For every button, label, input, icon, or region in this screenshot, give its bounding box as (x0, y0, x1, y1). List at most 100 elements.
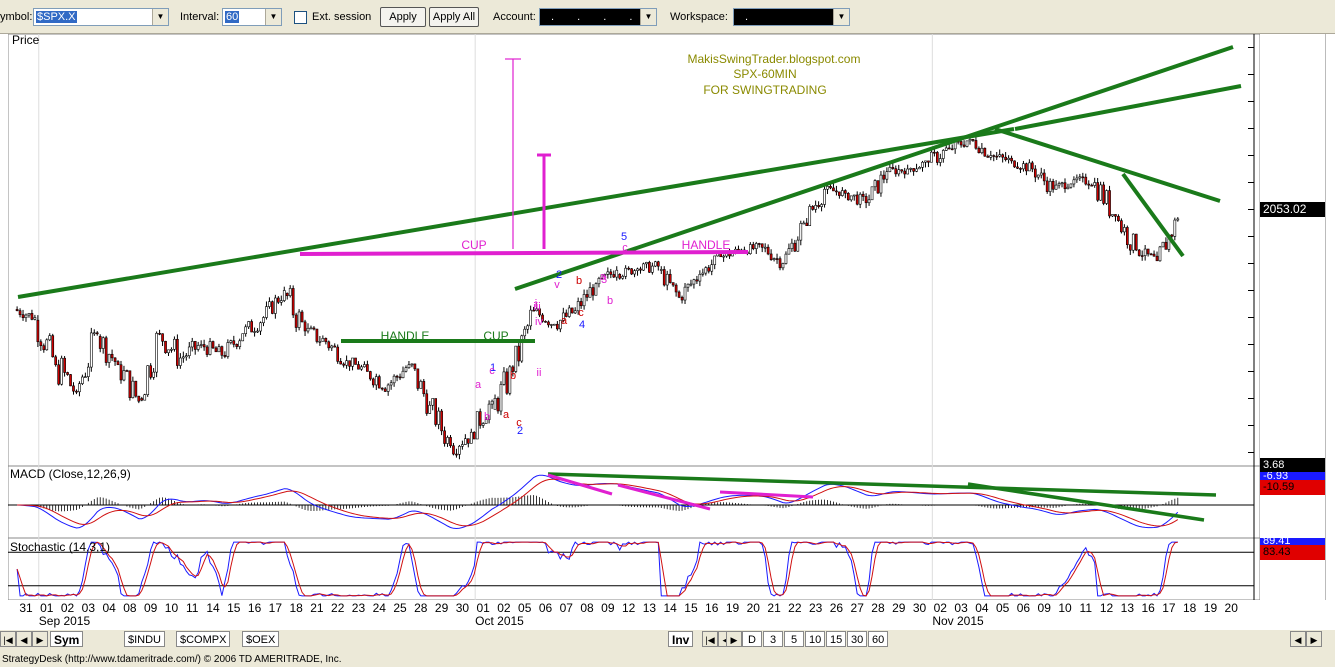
candle-body (588, 287, 592, 298)
cup-label-top: CUP (461, 238, 486, 252)
x-tick-label: 20 (747, 601, 761, 615)
ext-session-checkbox[interactable] (294, 11, 307, 24)
x-tick-label: 30 (913, 601, 927, 615)
candle-body (1004, 156, 1007, 160)
tab-oex[interactable]: $OEX (242, 631, 280, 647)
candle-body (680, 296, 684, 301)
candle-body (1120, 220, 1123, 233)
workspace-value[interactable]: . (745, 11, 749, 23)
x-tick-label: 18 (1183, 601, 1197, 615)
candle-body (876, 180, 880, 194)
candle-body (211, 341, 215, 349)
tab-compx[interactable]: $COMPX (176, 631, 231, 647)
account-value[interactable]: . . . . (551, 11, 643, 23)
candle-body (72, 385, 75, 392)
candle-body (992, 155, 996, 157)
candle-body (701, 272, 705, 275)
annotation-swing: FOR SWINGTRADING (703, 83, 826, 97)
candle-body (360, 366, 363, 370)
candle-body (903, 170, 907, 175)
interval-button-60[interactable]: 60 (868, 631, 888, 647)
handle-label-bottom: HANDLE (381, 329, 430, 343)
x-tick-label: 05 (518, 601, 532, 615)
candle-body (867, 199, 871, 204)
interval-button-5[interactable]: 5 (784, 631, 804, 647)
x-tick-label: 25 (393, 601, 407, 615)
candle-body (639, 268, 642, 271)
interval-button-10[interactable]: 10 (805, 631, 825, 647)
candle-body (769, 253, 773, 260)
candle-body (371, 378, 375, 386)
candle-body (348, 360, 351, 367)
inv-button[interactable]: Inv (668, 631, 694, 647)
candle-body (559, 319, 562, 330)
interval-value[interactable]: 60 (225, 11, 240, 23)
candle-body (861, 193, 865, 197)
candle-body (944, 147, 948, 151)
candle-body (772, 258, 776, 260)
candle-body (553, 323, 556, 326)
x-tick-label: 28 (414, 601, 428, 615)
prev-arrow-icon[interactable]: ◀ (16, 631, 32, 647)
symbol-value[interactable]: $SPX.X (36, 11, 77, 23)
candle-body (274, 297, 277, 314)
scroll-right-icon[interactable]: ▶ (1306, 631, 1322, 647)
candle-body (841, 190, 844, 196)
candle-body (1054, 184, 1058, 190)
candle-body (653, 261, 657, 267)
symbol-combo[interactable]: $SPX.X ▼ (33, 8, 169, 26)
candle-body (930, 151, 933, 163)
interval-button-D[interactable]: D (742, 631, 762, 647)
first-arrow-icon[interactable]: |◀ (0, 631, 16, 647)
chevron-down-icon[interactable]: ▼ (152, 9, 168, 25)
interval-combo[interactable]: 60 ▼ (222, 8, 282, 26)
interval-button-3[interactable]: 3 (763, 631, 783, 647)
candle-body (544, 320, 547, 323)
candle-body (63, 357, 66, 373)
interval-button-15[interactable]: 15 (826, 631, 846, 647)
candle-body (713, 255, 717, 265)
candle-body (591, 287, 595, 296)
scroll-left-icon[interactable]: ◀ (1290, 631, 1306, 647)
signal-line (17, 478, 1179, 527)
apply-button[interactable]: Apply (380, 7, 426, 27)
chevron-down-icon[interactable]: ▼ (265, 9, 281, 25)
prev-interval-icon[interactable]: |◀ (702, 631, 718, 647)
candle-body (170, 349, 173, 351)
chevron-down-icon[interactable]: ▼ (833, 9, 849, 25)
account-combo[interactable]: . . . . ▼ (539, 8, 657, 26)
candle-body (196, 345, 200, 350)
candle-body (1105, 190, 1108, 204)
chevron-down-icon[interactable]: ▼ (640, 9, 656, 25)
candle-body (547, 321, 550, 326)
date-axis: 31 01 02 03 04 08 09 10 11 14 15 16 17 18 21 22 23 24 25 28… (19, 601, 1238, 628)
forward-icon[interactable]: ▶ (726, 631, 742, 647)
interval-button-30[interactable]: 30 (847, 631, 867, 647)
candle-body (532, 309, 535, 312)
right-scroll-edge[interactable] (1325, 34, 1335, 600)
workspace-combo[interactable]: . ▼ (733, 8, 850, 26)
tab-indu[interactable]: $INDU (124, 631, 166, 647)
next-arrow-icon[interactable]: ▶ (32, 631, 48, 647)
candle-body (291, 288, 295, 316)
candle-body (395, 375, 399, 378)
candle-body (790, 242, 794, 249)
candle-body (541, 314, 544, 322)
candle-body (535, 308, 538, 312)
candle-body (980, 147, 984, 154)
candle-body (1019, 168, 1022, 170)
toolbar: ymbol: $SPX.X ▼ Interval: 60 ▼ Ext. sess… (0, 0, 1335, 34)
candle-body (410, 363, 414, 366)
candle-body (1013, 160, 1016, 168)
candle-body (276, 297, 280, 303)
candle-body (1084, 176, 1088, 185)
x-tick-label: 19 (1204, 601, 1218, 615)
x-tick-label: 21 (310, 601, 324, 615)
tab-sym[interactable]: Sym (50, 631, 84, 647)
candle-body (89, 332, 93, 368)
apply-all-button[interactable]: Apply All (429, 7, 479, 27)
candle-body (226, 342, 230, 357)
candle-body (253, 331, 256, 333)
